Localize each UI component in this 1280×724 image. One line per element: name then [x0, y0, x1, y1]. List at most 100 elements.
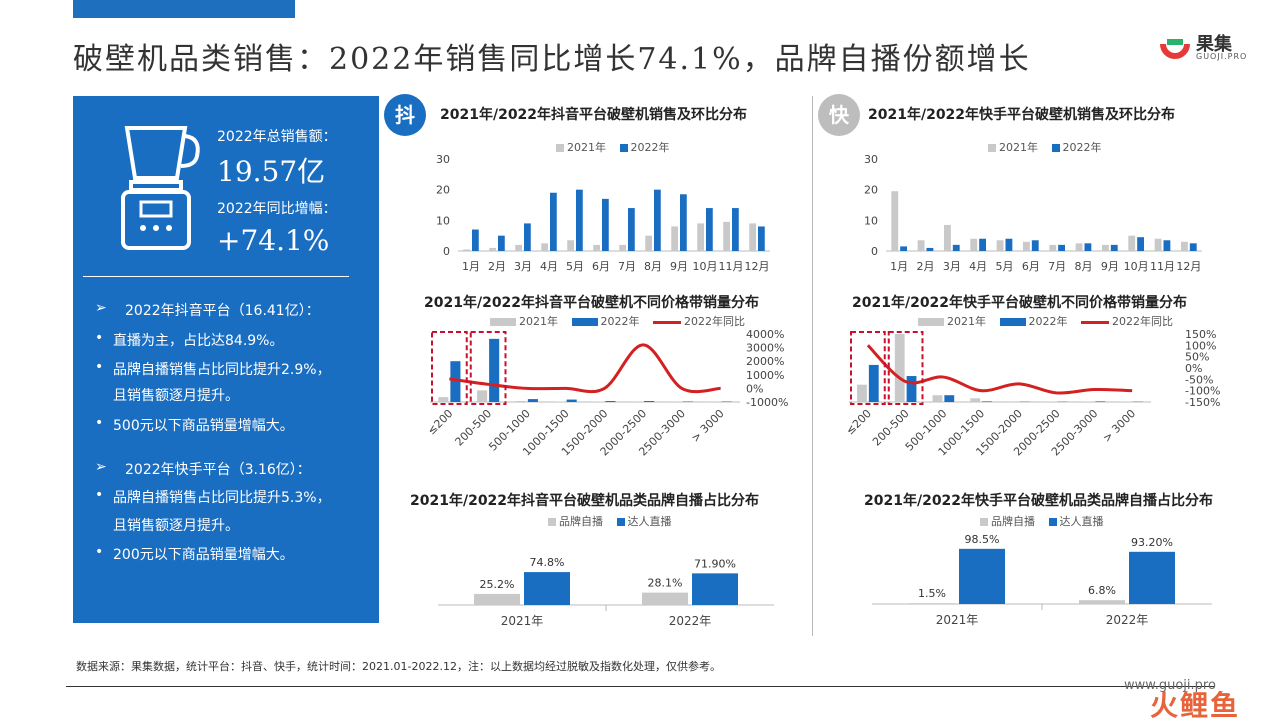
bar-2021 — [749, 223, 756, 251]
x-tick-label: 7月 — [1048, 260, 1066, 273]
bar-2022 — [1006, 239, 1013, 251]
bar-2021 — [970, 239, 977, 251]
bar-2021 — [697, 223, 704, 251]
douyin-badge: 抖 — [384, 94, 426, 136]
data-label: 1.5% — [918, 587, 946, 600]
bar-2021 — [619, 245, 626, 251]
bar-2021 — [1023, 242, 1030, 251]
bar-self-broadcast — [1079, 600, 1125, 604]
bar-2022 — [576, 190, 583, 251]
page-title: 破壁机品类销售：2022年销售同比增长74.1%，品牌自播份额增长 — [73, 34, 1031, 78]
highlight-box — [432, 332, 467, 404]
chart-dy-price: 4000%3000%2000%1000%0%-1000%≤200200-5005… — [420, 328, 800, 478]
bar-2021 — [1076, 243, 1083, 251]
y-tick-label: 30 — [864, 153, 878, 166]
y2-tick-label: -150% — [1185, 396, 1220, 409]
bar-2021 — [1128, 236, 1135, 251]
bar-2021 — [515, 245, 522, 251]
kpi-yoy-value: +74.1% — [217, 224, 329, 257]
bar-2022 — [982, 401, 992, 402]
summary-panel: 2022年总销售额： 19.57亿 2022年同比增幅： +74.1% ➢ 20… — [73, 96, 379, 623]
x-tick-label: 2022年 — [1106, 613, 1149, 627]
chart-title-ks-monthly: 2021年/2022年快手平台破壁机销售及环比分布 — [868, 104, 1175, 124]
y-tick-label: 20 — [436, 184, 450, 197]
chart-title-dy-share: 2021年/2022年抖音平台破壁机品类品牌自播占比分布 — [410, 490, 759, 510]
bar-2022 — [1032, 240, 1039, 251]
bar-2022 — [1085, 243, 1092, 251]
x-tick-label: 7月 — [618, 260, 636, 273]
bar-2022 — [489, 339, 499, 402]
bar-2022 — [944, 395, 954, 402]
x-tick-label: 2月 — [488, 260, 506, 273]
bar-2022 — [654, 190, 661, 251]
bar-2021 — [1155, 239, 1162, 251]
bar-2021 — [918, 240, 925, 251]
data-label: 6.8% — [1088, 584, 1116, 597]
bar-2022 — [1164, 240, 1171, 251]
chart-title-ks-share: 2021年/2022年快手平台破壁机品类品牌自播占比分布 — [864, 490, 1213, 510]
bar-2021 — [645, 236, 652, 251]
y-tick-label: 10 — [864, 214, 878, 227]
y2-tick-label: 3000% — [746, 342, 784, 355]
bar-2021 — [895, 334, 905, 402]
x-tick-label: 10月 — [1124, 260, 1149, 273]
logo-icon — [1158, 32, 1192, 66]
x-tick-label: 3月 — [514, 260, 532, 273]
bar-2021 — [944, 225, 951, 251]
x-tick-label: > 3000 — [689, 407, 727, 445]
x-tick-label: 5月 — [996, 260, 1014, 273]
logo-sub: GUOJI.PRO — [1196, 52, 1247, 61]
bar-2021 — [1102, 245, 1109, 251]
y-tick-label: 0 — [871, 245, 878, 258]
highlight-box — [471, 332, 506, 404]
bar-talent-broadcast — [1129, 552, 1175, 604]
bar-2022 — [567, 400, 577, 402]
bar-2022 — [550, 193, 557, 251]
data-label: 74.8% — [530, 556, 565, 569]
bar-2021 — [463, 249, 470, 251]
bar-talent-broadcast — [524, 572, 570, 605]
bar-2022 — [907, 376, 917, 402]
bar-2022 — [1111, 245, 1118, 251]
x-tick-label: > 3000 — [1100, 407, 1138, 445]
legend-ks-share: 品牌自播 达人直播 — [980, 513, 1114, 529]
bar-2021 — [723, 222, 730, 251]
bar-2021 — [516, 401, 526, 402]
bar-self-broadcast — [642, 593, 688, 605]
footer-rule — [66, 686, 1214, 687]
x-tick-label: 12月 — [1176, 260, 1201, 273]
legend-dy-price: 2021年 2022年 2022年同比 — [490, 313, 755, 329]
bar-2022 — [953, 245, 960, 251]
data-label: 71.90% — [694, 557, 736, 570]
bar-2021 — [1049, 245, 1056, 251]
douyin-header-text: 2022年抖音平台（16.41亿）： — [125, 300, 320, 320]
bar-2021 — [1181, 242, 1188, 251]
y2-tick-label: 1000% — [746, 369, 784, 382]
bar-2021 — [541, 243, 548, 251]
bar-2021 — [567, 240, 574, 251]
x-tick-label: 2月 — [917, 260, 935, 273]
x-tick-label: 1月 — [890, 260, 908, 273]
bar-self-broadcast — [474, 594, 520, 605]
x-tick-label: 11月 — [719, 260, 744, 273]
arrow-bullet-icon: ➢ — [95, 300, 107, 316]
y2-tick-label: 0% — [746, 382, 763, 395]
x-tick-label: 2021年 — [936, 613, 979, 627]
bar-2022 — [605, 401, 615, 402]
brand-logo: 果集 GUOJI.PRO — [1158, 28, 1248, 72]
data-label: 98.5% — [965, 533, 1000, 546]
bar-2022 — [644, 401, 654, 402]
bar-2022 — [1137, 237, 1144, 251]
bar-2021 — [671, 226, 678, 251]
x-tick-label: 3月 — [943, 260, 961, 273]
x-tick-label: 9月 — [1101, 260, 1119, 273]
blender-icon — [115, 122, 205, 252]
bar-2021 — [438, 397, 448, 402]
x-tick-label: 2021年 — [501, 614, 544, 628]
bar-2021 — [489, 248, 496, 251]
bar-talent-broadcast — [692, 573, 738, 605]
kuaishou-header-text: 2022年快手平台（3.16亿）： — [125, 459, 311, 479]
bar-2022 — [869, 365, 879, 402]
